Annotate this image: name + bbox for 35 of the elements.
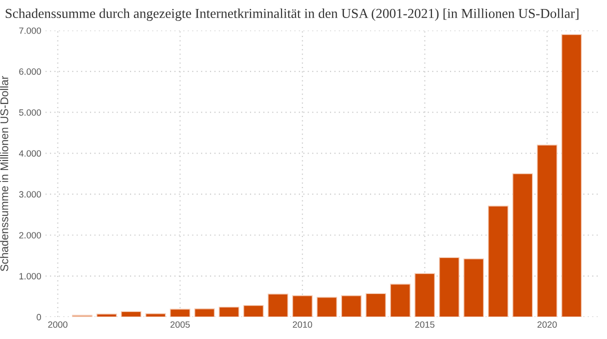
y-tick-label: 5.000 bbox=[19, 109, 42, 116]
bar bbox=[414, 273, 435, 317]
bar bbox=[145, 313, 166, 317]
y-tick-label: 7.000 bbox=[19, 27, 42, 34]
bar bbox=[292, 295, 313, 317]
chart-title: Schadenssumme durch angezeigte Internetkriminalität in den USA (2001-2021) [in Millionen US-Dollar] bbox=[6, 8, 578, 21]
bar bbox=[120, 311, 142, 317]
y-tick-label: 6.000 bbox=[19, 68, 42, 75]
bar bbox=[463, 258, 484, 317]
x-tick-label: 2015 bbox=[415, 321, 434, 328]
y-tick-label: 2.000 bbox=[19, 232, 42, 238]
y-tick-label: 1.000 bbox=[19, 273, 42, 280]
x-tick-label: 2000 bbox=[48, 321, 68, 328]
bar bbox=[96, 314, 117, 317]
y-axis-title: Schadenssumme in Millionen US-Dollar bbox=[0, 76, 8, 272]
bar bbox=[488, 206, 508, 317]
bar bbox=[536, 144, 558, 317]
bar bbox=[170, 308, 190, 317]
bar bbox=[268, 294, 288, 317]
x-tick-label: 2005 bbox=[170, 321, 190, 328]
bar bbox=[316, 296, 338, 317]
x-tick-label: 2020 bbox=[538, 321, 557, 328]
x-tick-label: 2010 bbox=[292, 321, 312, 328]
bar bbox=[218, 306, 240, 317]
bar bbox=[366, 293, 386, 317]
y-tick-label: 4.000 bbox=[18, 150, 42, 157]
bar bbox=[561, 34, 582, 317]
bar bbox=[512, 173, 533, 317]
bar bbox=[390, 284, 411, 317]
y-tick-label: 0 bbox=[36, 314, 42, 320]
bar bbox=[341, 295, 362, 317]
bar bbox=[194, 308, 215, 317]
bar bbox=[243, 305, 264, 317]
bar bbox=[439, 257, 460, 317]
y-tick-label: 3.000 bbox=[19, 191, 42, 198]
